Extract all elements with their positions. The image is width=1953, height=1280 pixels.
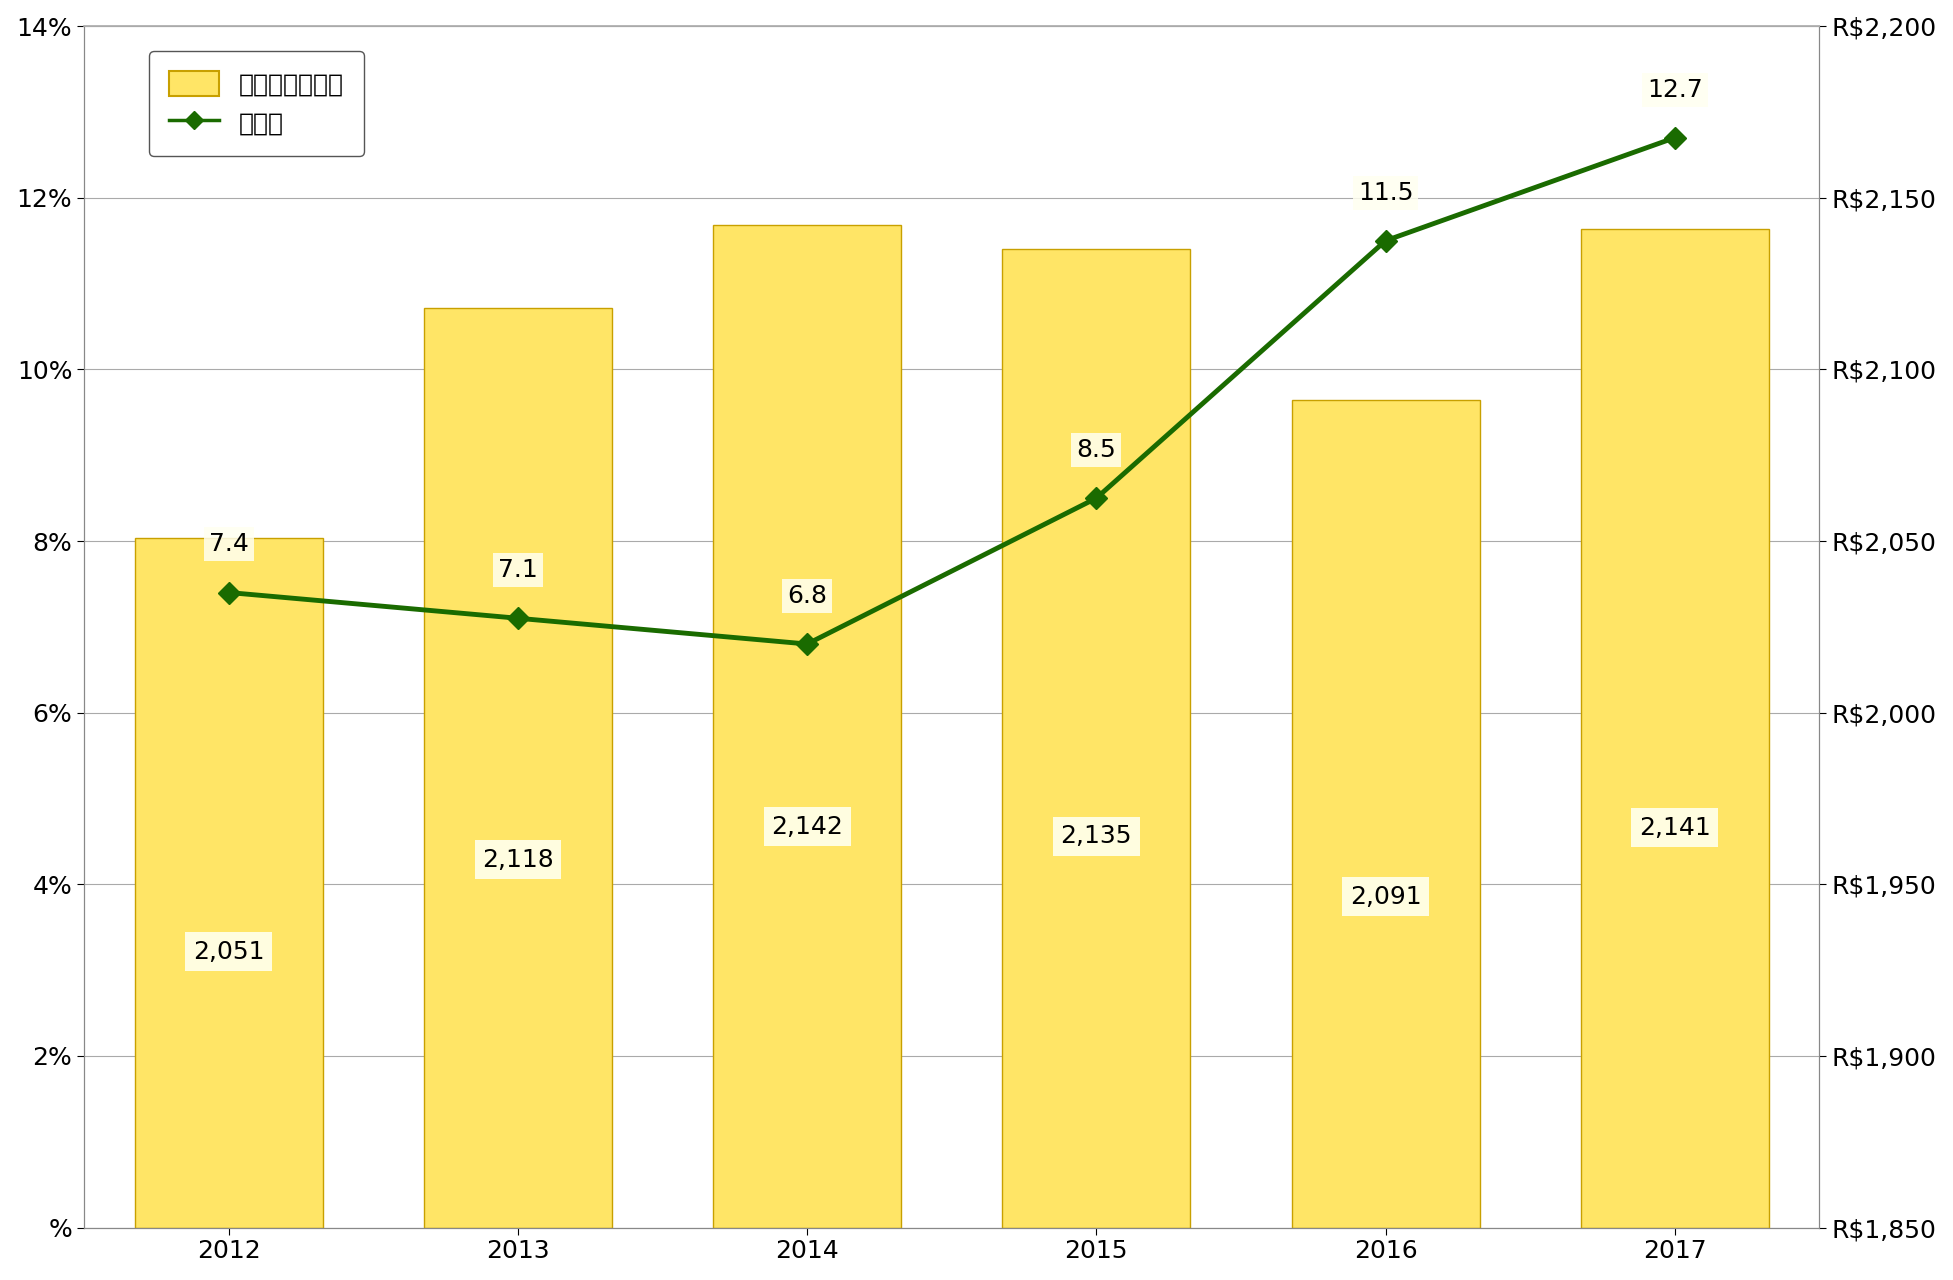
Text: 2,051: 2,051 xyxy=(193,940,264,964)
Text: 8.5: 8.5 xyxy=(1076,438,1117,462)
Text: 2,091: 2,091 xyxy=(1350,884,1422,909)
Text: 6.8: 6.8 xyxy=(787,584,828,608)
Text: 7.4: 7.4 xyxy=(209,532,248,557)
Text: 2,141: 2,141 xyxy=(1639,815,1711,840)
Bar xyxy=(424,307,611,1228)
Legend: 実質月平均所得, 失業率: 実質月平均所得, 失業率 xyxy=(148,51,363,156)
Text: 2,118: 2,118 xyxy=(482,847,555,872)
Text: 2,135: 2,135 xyxy=(1060,824,1133,849)
Bar xyxy=(713,225,900,1228)
Text: 2,142: 2,142 xyxy=(771,814,844,838)
Bar xyxy=(135,538,322,1228)
Text: 12.7: 12.7 xyxy=(1646,78,1703,101)
Text: 11.5: 11.5 xyxy=(1357,180,1414,205)
Bar xyxy=(1580,229,1769,1228)
Bar xyxy=(1002,250,1191,1228)
Text: 7.1: 7.1 xyxy=(498,558,537,582)
Bar xyxy=(1291,401,1480,1228)
